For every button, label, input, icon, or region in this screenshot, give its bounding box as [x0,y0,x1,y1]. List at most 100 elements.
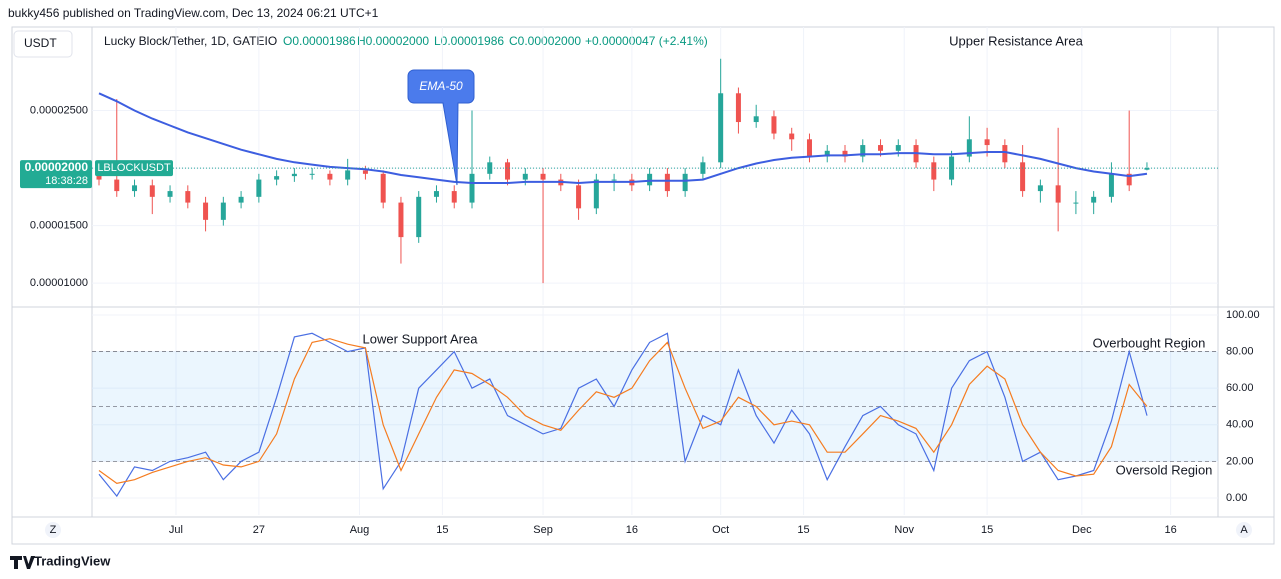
oscillator-line [98,338,1148,484]
legend-symbol: Lucky Block/Tether, 1D, GATEIO [104,34,277,48]
candle-body [735,93,741,123]
candle-body [203,202,209,220]
x-tick-label: Jul [169,524,183,536]
candle-body [593,179,599,209]
x-tick-label: 15 [797,524,809,536]
candle-body [664,173,670,192]
x-tick-label: 16 [1165,524,1177,536]
ema-callout-label: EMA-50 [419,79,463,93]
candle-body [505,162,511,180]
candle-body [1002,145,1008,163]
annotation: Lower Support Area [363,331,479,346]
legend-change: +0.00000047 (+2.41%) [585,34,708,48]
y-tick-label: 20.00 [1226,455,1254,467]
x-tick-label: Dec [1072,524,1092,536]
annotation: Overbought Region [1093,335,1206,350]
chart-frame [11,26,1275,545]
candle-body [806,139,812,157]
candle-body [718,93,724,163]
y-tick-label: 60.00 [1226,382,1254,394]
currency-button[interactable] [13,30,73,58]
scale-right-label: A [1240,524,1248,536]
price-countdown: 18:38:28 [45,175,88,187]
scale-button-right[interactable] [1236,522,1252,538]
candle-body [433,191,439,197]
candle-body [1055,185,1061,203]
x-tick-label: 15 [436,524,448,536]
x-tick-label: Sep [533,524,553,536]
x-tick-label: Nov [894,524,914,536]
y-tick-label: 40.00 [1226,419,1254,431]
candle-body [309,173,315,175]
published-line: bukky456 published on TradingView.com, D… [8,6,379,20]
candle-body [540,173,546,180]
y-tick-label: 100.00 [1226,309,1260,321]
candle-body [878,145,884,151]
candle-body [1091,196,1097,203]
candle-body [469,173,475,203]
candle-body [1126,173,1132,186]
scale-left-label: Z [50,524,57,536]
candle-body [167,191,173,197]
candle-body [576,185,582,209]
candle-body [647,173,653,186]
candle-body [522,173,528,180]
candle-body [220,202,226,220]
x-tick-label: Oct [712,524,729,536]
candle-body [1108,173,1114,197]
brand-logo [10,556,35,569]
ema-callout [407,69,475,186]
candle-body [398,202,404,238]
currency-label: USDT [24,36,57,50]
candle-body [824,150,830,157]
scale-button-left[interactable] [45,522,61,538]
candle-body [931,162,937,180]
candle-body [96,173,102,180]
candle-body [771,116,777,134]
candle-body [274,176,280,180]
candle-body [327,173,333,180]
annotation: Oversold Region [1116,462,1213,477]
candle-body [949,156,955,180]
y-tick-label: 0.00002500 [30,104,88,116]
candle-body [362,170,368,174]
symbol-tag [95,160,173,177]
candle-body [185,191,191,203]
candle-body [487,162,493,174]
candle-body [611,179,617,181]
legend-low: L0.00001986 [434,34,504,48]
candle-body [984,139,990,146]
x-tick-label: 15 [981,524,993,536]
legend: Lucky Block/Tether, 1D, GATEIO O0.000019… [104,34,708,48]
y-tick-label: 80.00 [1226,345,1254,357]
candle-body [380,173,386,203]
candle-body [416,196,422,238]
price-tag-label: 0.00002000 [25,160,89,174]
candle-body [1037,185,1043,192]
candle-body [682,173,688,192]
candle-body [451,191,457,203]
x-tick-label: Aug [350,524,370,536]
candle-body [1144,168,1150,170]
symbol-tag-label: LBLOCKUSDT [97,162,171,174]
price-tag [20,160,92,189]
oscillator-line [98,332,1148,498]
candle-body [789,133,795,140]
candle-body [149,185,155,197]
y-tick-label: 0.00 [1226,492,1247,504]
candle-body [132,185,138,192]
candle-body [345,170,351,180]
legend-close: C0.00002000 [509,34,581,48]
x-tick-label: 16 [626,524,638,536]
candle-body [1073,202,1079,204]
candle-body [700,162,706,174]
candle-body [114,179,120,192]
legend-high: H0.00002000 [357,34,429,48]
candle-body [895,145,901,151]
candle-body [753,116,759,123]
candle-body [291,173,297,177]
annotation: Upper Resistance Area [949,33,1083,48]
y-tick-label: 0.00001500 [30,220,88,232]
